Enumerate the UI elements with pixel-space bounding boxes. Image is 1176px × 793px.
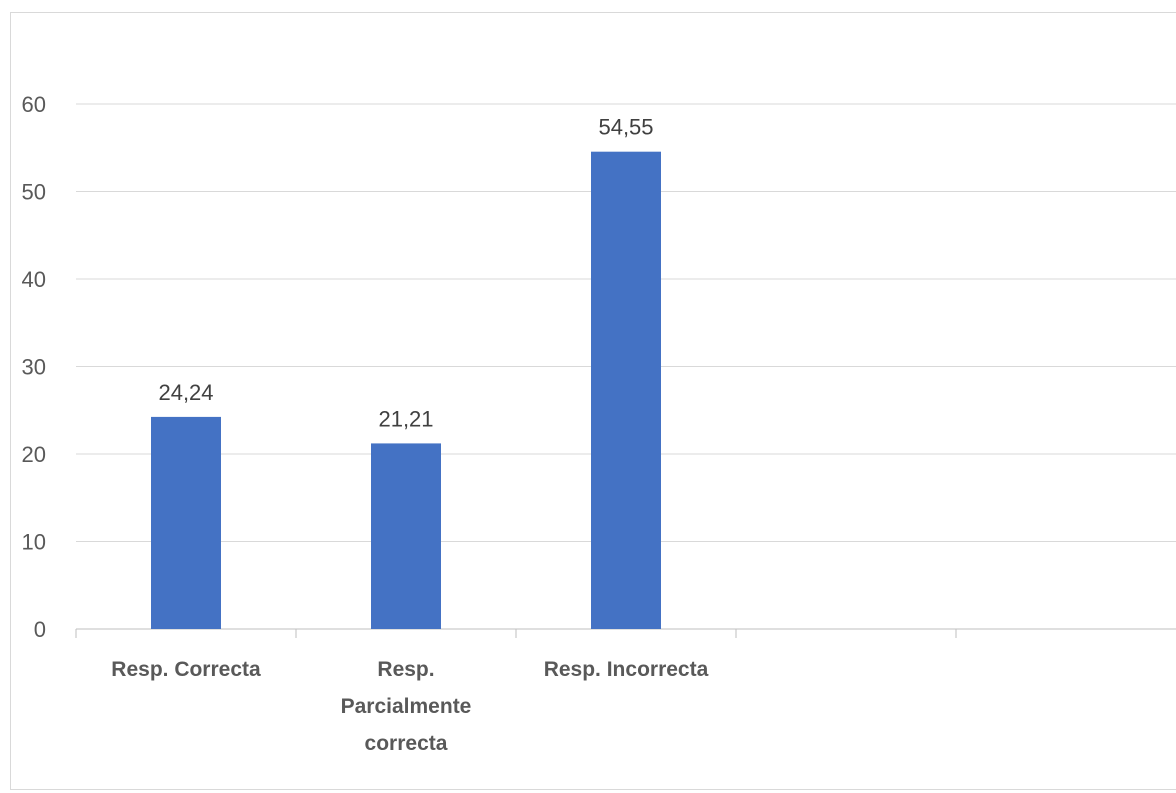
- y-tick-label: 0: [34, 617, 46, 642]
- data-label: 21,21: [378, 406, 433, 431]
- y-tick-label: 50: [22, 180, 46, 205]
- data-label: 24,24: [158, 380, 213, 405]
- data-label: 54,55: [598, 115, 653, 140]
- y-tick-label: 10: [22, 530, 46, 555]
- category-label-line: Parcialmente: [341, 695, 472, 718]
- bar: [591, 151, 661, 629]
- bar: [371, 443, 441, 629]
- category-label-line: Resp.: [377, 658, 434, 681]
- y-tick-label: 40: [22, 267, 46, 292]
- y-tick-label: 60: [22, 92, 46, 117]
- category-label-line: Resp. Correcta: [111, 658, 261, 681]
- category-label-line: Resp. Incorrecta: [544, 658, 709, 681]
- category-label: Resp. Parcialmente correcta: [341, 658, 472, 755]
- category-label: Resp. Incorrecta: [544, 658, 709, 681]
- y-tick-label: 20: [22, 442, 46, 467]
- bar: [151, 416, 221, 629]
- category-label: Resp. Correcta: [111, 658, 261, 681]
- y-tick-label: 30: [22, 355, 46, 380]
- category-label-line: correcta: [365, 732, 448, 755]
